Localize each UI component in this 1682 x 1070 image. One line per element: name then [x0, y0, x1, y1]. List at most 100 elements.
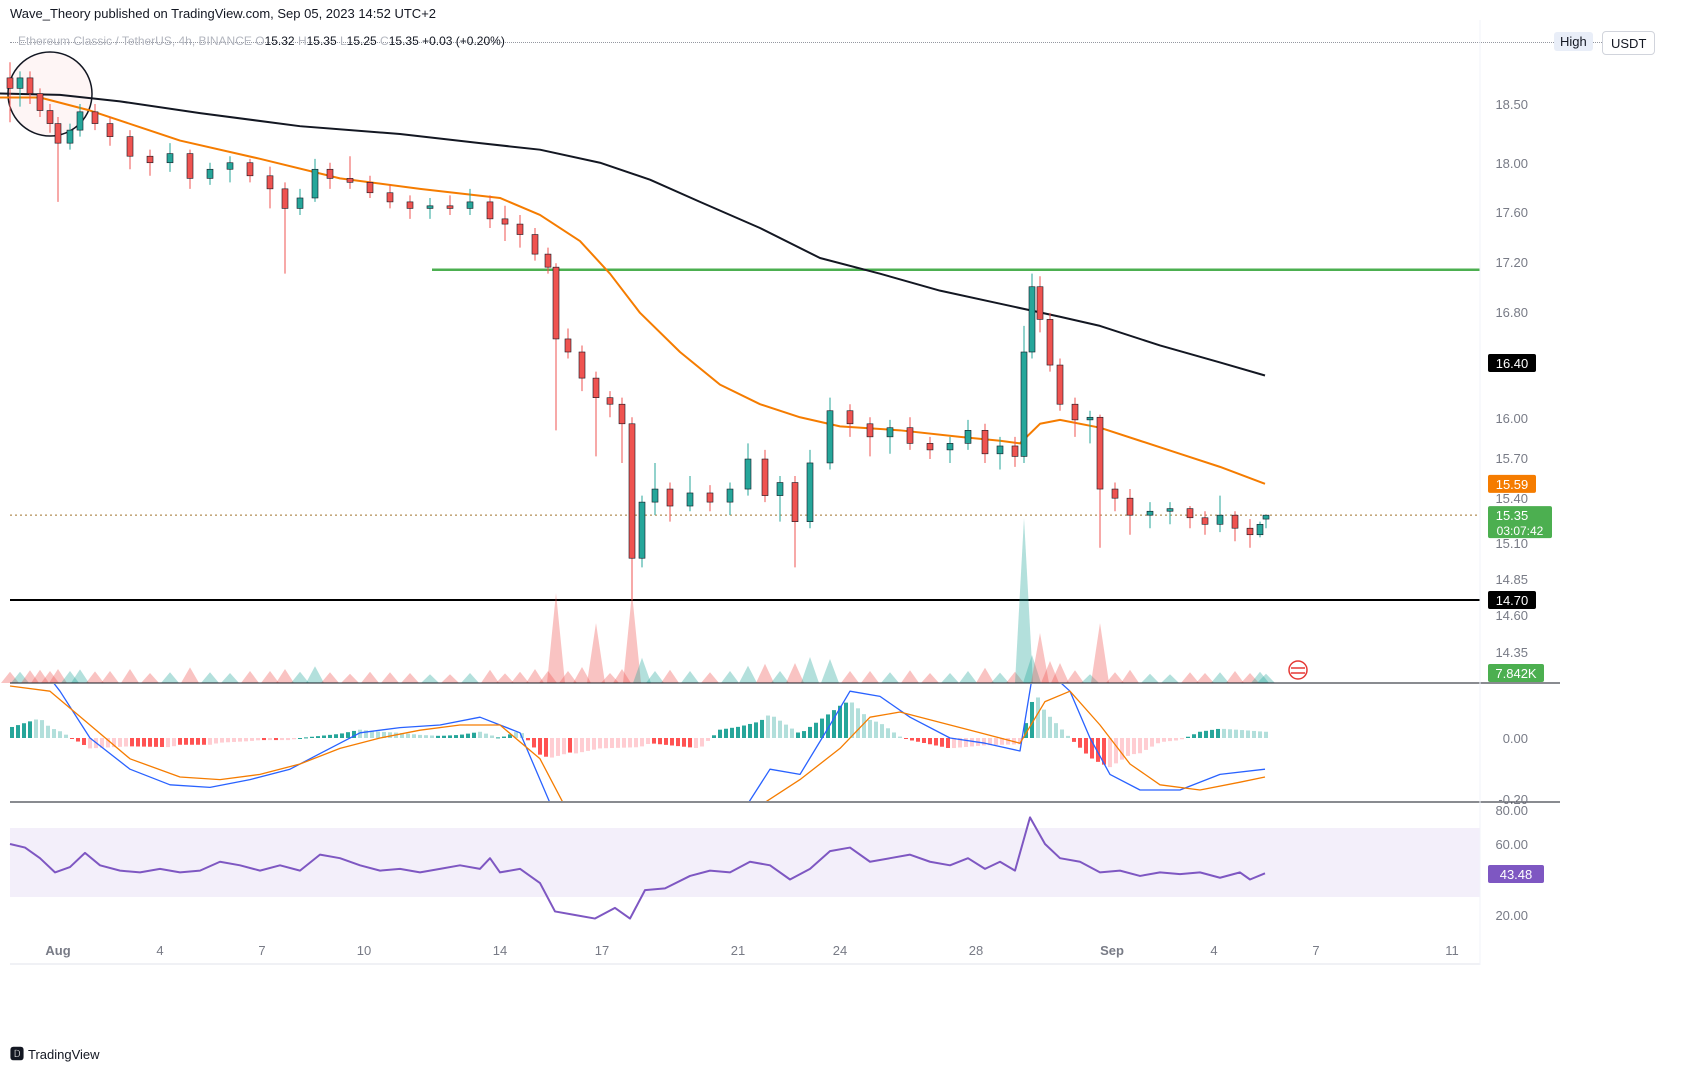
candle-body [1262, 514, 1270, 520]
currency-selector[interactable]: USDT [1602, 31, 1656, 55]
candle-body [426, 205, 434, 209]
candle-body [1020, 351, 1028, 457]
price-panel [0, 51, 1480, 601]
volume-mark [1106, 672, 1124, 683]
macd-histogram-bar [262, 738, 266, 741]
macd-histogram-bar [46, 725, 50, 738]
macd-histogram-bar [718, 729, 722, 738]
candle-body [1166, 508, 1174, 512]
macd-histogram-bar [274, 738, 278, 741]
macd-histogram-bar [136, 738, 140, 747]
macd-histogram-bar [820, 718, 824, 738]
candle-body [1201, 517, 1209, 525]
ema50-price-label: 15.59 [1496, 477, 1529, 492]
volume-mark [941, 673, 959, 683]
macd-histogram-bar [550, 738, 554, 758]
macd-histogram-bar [280, 738, 284, 741]
macd-histogram-bar [58, 731, 62, 738]
macd-histogram-bar [670, 738, 674, 746]
price-tick-label: 15.40 [1495, 491, 1528, 506]
macd-histogram-bar [364, 730, 368, 738]
macd-histogram-bar [424, 735, 428, 738]
macd-histogram-bar [178, 738, 182, 745]
macd-histogram-bar [688, 738, 692, 748]
macd-histogram-bar [1078, 738, 1082, 748]
macd-histogram-bar [40, 720, 44, 738]
candle-body [996, 445, 1004, 455]
macd-histogram-bar [1168, 738, 1172, 742]
macd-histogram-bar [538, 738, 542, 755]
volume-mark [646, 671, 664, 683]
macd-histogram-bar [106, 738, 110, 748]
macd-histogram-bar [76, 738, 80, 742]
macd-histogram-bar [928, 738, 932, 745]
volume-mark [1015, 518, 1033, 683]
macd-histogram-bar [88, 738, 92, 749]
price-tick-label: 14.35 [1495, 645, 1528, 660]
candle-body [886, 427, 894, 438]
rsi-label-box [1488, 865, 1544, 883]
macd-histogram-bar [562, 738, 566, 755]
macd-histogram-bar [490, 735, 494, 738]
macd-histogram-bar [214, 738, 218, 744]
candle-body [326, 168, 334, 179]
macd-histogram-bar [64, 734, 68, 738]
candle-body [638, 501, 646, 559]
candle-body [1011, 445, 1019, 457]
x-tick-label: 4 [1210, 943, 1217, 958]
candle-body [126, 136, 134, 157]
price-tick-label: 15.10 [1495, 536, 1528, 551]
candle-body [1096, 416, 1104, 490]
macd-histogram-bar [304, 737, 308, 739]
countdown-label: 03:07:42 [1497, 524, 1544, 538]
macd-histogram-bar [208, 738, 212, 745]
macd-histogram-bar [328, 734, 332, 738]
macd-histogram-bar [16, 725, 20, 738]
ohlc-legend: Ethereum Classic / TetherUS, 4h, BINANCE… [18, 34, 505, 48]
candle-body [54, 123, 62, 144]
macd-histogram-bar [610, 738, 614, 749]
macd-histogram-bar [730, 727, 734, 738]
volume-mark [1241, 673, 1259, 683]
macd-histogram-bar [922, 738, 926, 743]
candle-body [36, 93, 44, 111]
macd-histogram-bar [256, 738, 260, 741]
volume-mark [71, 669, 89, 683]
volume-mark [701, 672, 719, 683]
candle-body [666, 488, 674, 507]
price-tick-label: 15.70 [1495, 451, 1528, 466]
ema50-line [0, 96, 1266, 485]
price-tick-label: 18.50 [1495, 97, 1528, 112]
macd-histogram-bar [982, 738, 986, 746]
macd-histogram-bar [1066, 735, 1070, 738]
macd-histogram-bar [1036, 697, 1040, 738]
macd-histogram-bar [124, 738, 128, 747]
macd-histogram-bar [406, 733, 410, 738]
symbol-name[interactable]: Ethereum Classic / TetherUS, 4h, BINANCE [18, 34, 252, 48]
macd-histogram-bar [484, 733, 488, 738]
macd-histogram-bar [220, 738, 224, 743]
volume-mark [1041, 661, 1059, 683]
volume-mark [661, 669, 679, 683]
volume-mark [381, 672, 399, 683]
candle-body [366, 182, 374, 194]
macd-histogram-bar [1060, 729, 1064, 738]
macd-histogram-bar [568, 738, 572, 753]
macd-histogram-bar [652, 738, 656, 744]
x-tick-label: Sep [1100, 943, 1124, 958]
macd-histogram-bar [448, 735, 452, 738]
price-tick-label: 14.85 [1495, 572, 1528, 587]
high-chip[interactable]: High [1554, 32, 1593, 51]
macd-histogram-bar [844, 702, 848, 738]
volume-mark [613, 669, 631, 683]
candle-body [981, 430, 989, 455]
candle-body [806, 462, 814, 522]
candle-body [761, 458, 769, 496]
macd-histogram-bar [616, 738, 620, 748]
volume-mark [901, 670, 919, 683]
volume-mark [573, 667, 591, 683]
macd-histogram-bar [268, 738, 272, 741]
rsi-tick-label: 80.00 [1495, 803, 1528, 818]
volume-mark [61, 671, 79, 683]
